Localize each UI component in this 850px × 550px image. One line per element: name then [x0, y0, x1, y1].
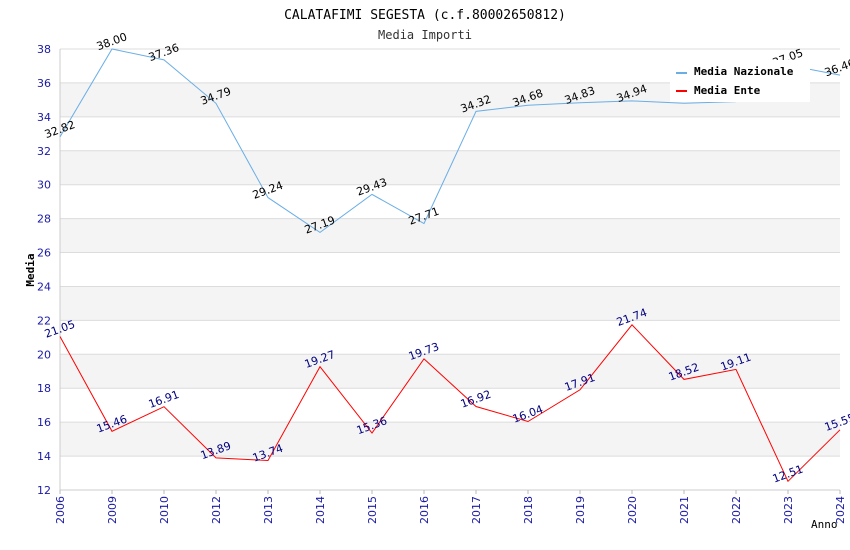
y-tick-label: 16 — [37, 416, 51, 429]
chart-subtitle: Media Importi — [378, 28, 472, 42]
x-tick-label: 2010 — [158, 496, 171, 524]
x-axis-label: Anno — [811, 518, 838, 531]
x-tick-label: 2009 — [106, 496, 119, 524]
x-tick-label: 2019 — [574, 496, 587, 524]
legend-label-nazionale: Media Nazionale — [694, 65, 794, 78]
y-tick-label: 34 — [37, 111, 51, 124]
y-tick-label: 32 — [37, 145, 51, 158]
legend-label-ente: Media Ente — [694, 84, 761, 97]
grid-band — [60, 116, 840, 151]
series-layer — [59, 48, 841, 483]
legend: Media Nazionale Media Ente — [670, 60, 810, 102]
x-tick-label: 2006 — [54, 496, 67, 524]
y-tick-label: 14 — [37, 450, 51, 463]
series-line-1 — [59, 324, 841, 483]
x-tick-label: 2012 — [210, 496, 223, 524]
grid-band — [60, 320, 840, 355]
grid-band — [60, 286, 840, 321]
y-tick-label: 26 — [37, 247, 51, 260]
grid-band — [60, 218, 840, 253]
chart-title: CALATAFIMI SEGESTA (c.f.80002650812) — [284, 8, 566, 23]
x-tick-label: 2022 — [730, 496, 743, 524]
grid-band — [60, 184, 840, 219]
y-tick-label: 38 — [37, 43, 51, 56]
grid-band — [60, 388, 840, 423]
grid-band — [60, 456, 840, 490]
x-tick-label: 2017 — [470, 496, 483, 524]
x-tick-label: 2014 — [314, 496, 327, 524]
x-tick-label: 2015 — [366, 496, 379, 524]
y-axis-label: Media — [24, 253, 37, 286]
y-tick-label: 20 — [37, 348, 51, 361]
plot-background — [59, 48, 840, 491]
y-tick-label: 28 — [37, 213, 51, 226]
grid-band — [60, 252, 840, 287]
y-tick-label: 30 — [37, 179, 51, 192]
y-tick-label: 36 — [37, 77, 51, 90]
y-tick-label: 12 — [37, 484, 51, 497]
x-tick-label: 2023 — [782, 496, 795, 524]
x-tick-label: 2016 — [418, 496, 431, 524]
grid-band — [60, 422, 840, 457]
x-tick-label: 2020 — [626, 496, 639, 524]
x-tick-label: 2021 — [678, 496, 691, 524]
series-line-0 — [59, 48, 841, 234]
y-axis: 12 14 16 18 20 22 24 26 28 30 32 34 36 38 — [37, 43, 51, 497]
x-axis: 2006 2009 2010 2012 2013 2014 2015 2016 2017 2018… — [54, 490, 847, 524]
x-tick-label: 2018 — [522, 496, 535, 524]
y-tick-label: 22 — [37, 314, 51, 327]
x-tick-label: 2013 — [262, 496, 275, 524]
legend-background — [670, 60, 810, 102]
y-tick-label: 18 — [37, 382, 51, 395]
y-tick-label: 24 — [37, 280, 51, 293]
x-tick-label: 2024 — [834, 496, 847, 524]
